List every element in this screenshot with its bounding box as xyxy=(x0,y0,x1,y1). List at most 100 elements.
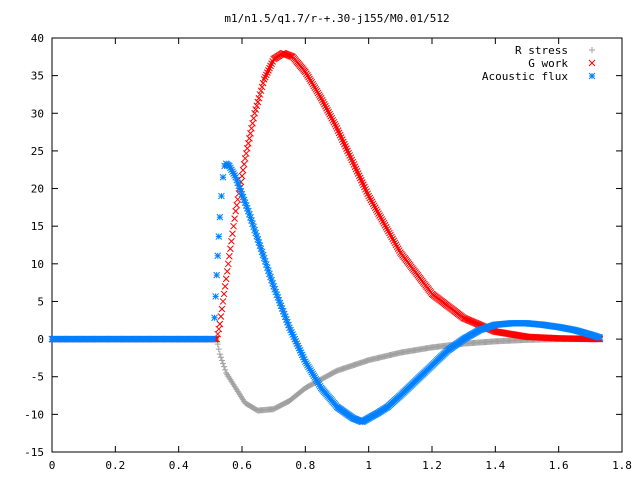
legend-label: G work xyxy=(528,57,568,70)
data-point xyxy=(318,96,326,104)
data-point xyxy=(234,196,242,203)
data-point xyxy=(244,140,252,147)
data-point xyxy=(238,172,246,180)
data-point xyxy=(240,160,248,168)
y-tick-label: -10 xyxy=(24,408,44,421)
data-point xyxy=(331,120,339,128)
series-g-work xyxy=(48,49,604,343)
data-point xyxy=(214,252,222,260)
data-point xyxy=(365,192,373,200)
data-point xyxy=(377,214,385,221)
y-tick-label: -15 xyxy=(24,446,44,459)
data-point xyxy=(391,239,399,247)
data-point xyxy=(215,233,223,240)
data-point xyxy=(251,109,259,117)
data-point xyxy=(217,354,224,361)
data-point xyxy=(254,98,262,106)
data-point xyxy=(252,106,260,113)
series-r-stress xyxy=(49,336,603,414)
x-tick-label: 0.8 xyxy=(295,459,315,472)
data-point xyxy=(233,201,241,209)
series-acoustic-flux xyxy=(48,160,604,426)
y-tick-label: 35 xyxy=(31,70,44,83)
data-point xyxy=(220,290,228,298)
data-point xyxy=(322,102,329,110)
data-point xyxy=(246,135,253,142)
data-point xyxy=(211,314,218,322)
data-point xyxy=(317,94,325,102)
data-point xyxy=(225,252,233,260)
data-point xyxy=(222,275,230,283)
data-point xyxy=(381,221,389,229)
data-point xyxy=(256,91,264,98)
x-tick-label: 1.2 xyxy=(422,459,442,472)
data-point xyxy=(222,366,229,373)
data-point xyxy=(367,196,375,204)
data-point xyxy=(219,173,227,181)
data-point xyxy=(389,235,397,243)
data-point xyxy=(386,229,393,237)
data-point xyxy=(218,305,226,313)
data-point xyxy=(227,245,234,253)
data-point xyxy=(257,87,265,95)
data-point xyxy=(374,208,381,215)
data-point xyxy=(596,334,604,341)
data-point xyxy=(219,298,227,305)
data-point xyxy=(218,192,225,200)
data-point xyxy=(325,108,332,116)
data-point xyxy=(387,231,394,239)
x-tick-label: 0.6 xyxy=(232,459,252,472)
data-point xyxy=(214,330,222,338)
y-tick-label: 40 xyxy=(31,32,44,45)
data-point xyxy=(328,114,336,122)
data-point xyxy=(395,247,403,254)
data-point xyxy=(320,100,328,108)
data-point xyxy=(379,218,387,225)
y-tick-label: 0 xyxy=(37,333,44,346)
data-point xyxy=(326,110,333,118)
data-point xyxy=(370,202,378,210)
data-point xyxy=(319,98,327,106)
x-tick-label: 1.6 xyxy=(549,459,569,472)
data-point xyxy=(224,260,232,268)
x-tick-label: 1.8 xyxy=(612,459,632,472)
data-point xyxy=(323,104,330,112)
series-layer xyxy=(48,49,604,426)
data-point xyxy=(366,194,374,202)
data-point xyxy=(223,267,231,275)
data-point xyxy=(330,118,338,126)
y-axis-tick-labels: -15 -10 -5 0 5 10 15 20 25 30 35 40 xyxy=(24,32,44,459)
data-point xyxy=(383,225,391,233)
legend-marker xyxy=(588,72,596,80)
data-point xyxy=(388,233,395,241)
data-point xyxy=(393,243,401,251)
data-point xyxy=(210,335,217,343)
data-point xyxy=(247,129,254,137)
data-point xyxy=(369,200,377,208)
y-tick-label: 20 xyxy=(31,183,44,196)
data-point xyxy=(220,360,226,367)
data-point xyxy=(214,341,221,348)
data-point xyxy=(380,219,388,227)
data-point xyxy=(241,155,249,162)
data-point xyxy=(212,293,219,300)
legend-label: R stress xyxy=(515,44,568,57)
data-point xyxy=(248,124,255,132)
x-tick-label: 0 xyxy=(49,459,56,472)
data-point xyxy=(390,237,398,245)
data-point xyxy=(216,320,224,328)
data-point xyxy=(249,119,256,127)
data-point xyxy=(229,230,236,238)
data-point xyxy=(215,325,223,333)
data-point xyxy=(392,241,400,249)
x-tick-label: 1 xyxy=(365,459,372,472)
data-point xyxy=(215,346,222,353)
y-tick-label: 25 xyxy=(31,145,44,158)
x-axis-tick-labels: 0 0.2 0.4 0.6 0.8 1 1.2 1.4 1.6 1.8 xyxy=(49,459,632,472)
y-tick-label: -5 xyxy=(31,371,44,384)
y-tick-label: 10 xyxy=(31,258,44,271)
x-tick-label: 0.4 xyxy=(169,459,189,472)
y-tick-label: 30 xyxy=(31,107,44,120)
data-point xyxy=(258,83,266,91)
data-point xyxy=(243,145,251,152)
